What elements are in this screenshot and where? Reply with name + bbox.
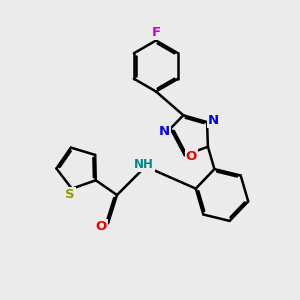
Text: O: O	[186, 150, 197, 163]
Text: N: N	[158, 125, 169, 138]
Text: O: O	[96, 220, 107, 233]
Text: F: F	[152, 26, 160, 39]
Text: N: N	[208, 114, 219, 127]
Text: NH: NH	[134, 158, 154, 172]
Text: S: S	[65, 188, 75, 201]
